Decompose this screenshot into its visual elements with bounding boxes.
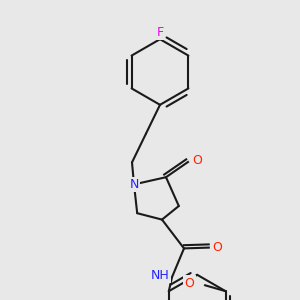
Text: O: O xyxy=(185,277,194,290)
Text: NH: NH xyxy=(151,269,169,282)
Text: F: F xyxy=(156,26,164,38)
Text: N: N xyxy=(129,178,139,191)
Text: O: O xyxy=(192,154,202,166)
Text: O: O xyxy=(213,241,223,254)
